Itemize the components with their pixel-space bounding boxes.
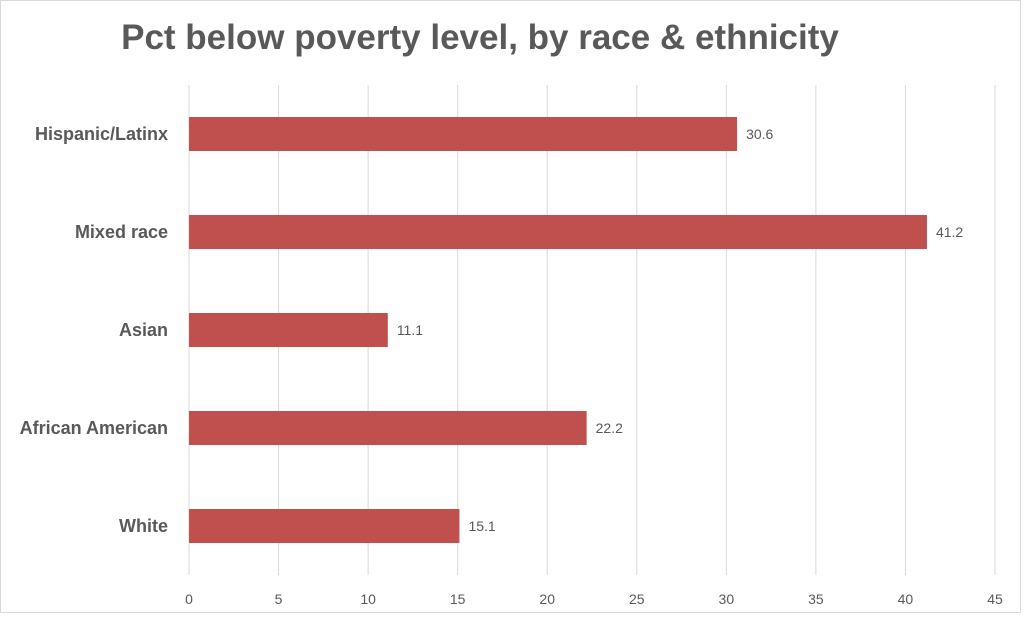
data-label: 30.6 [746, 126, 773, 142]
x-tick-label: 45 [987, 591, 1003, 607]
x-tick-label: 35 [808, 591, 824, 607]
bar [189, 215, 927, 249]
data-label: 41.2 [936, 224, 963, 240]
bar [189, 509, 460, 543]
x-tick-label: 10 [360, 591, 376, 607]
x-tick-label: 5 [275, 591, 283, 607]
y-category-label: Asian [119, 320, 168, 340]
data-label: 11.1 [397, 322, 423, 338]
x-tick-label: 40 [898, 591, 914, 607]
bar [189, 313, 388, 347]
x-tick-label: 25 [629, 591, 645, 607]
x-tick-label: 15 [450, 591, 466, 607]
x-tick-label: 20 [539, 591, 555, 607]
y-category-label: African American [20, 418, 168, 438]
data-label: 22.2 [596, 420, 623, 436]
y-category-label: White [119, 516, 168, 536]
x-tick-label: 30 [719, 591, 735, 607]
y-category-label: Hispanic/Latinx [35, 124, 168, 144]
bar [189, 117, 738, 151]
bar [189, 411, 587, 445]
chart-title: Pct below poverty level, by race & ethni… [121, 18, 839, 57]
data-label: 15.1 [468, 518, 495, 534]
y-category-label: Mixed race [75, 222, 168, 242]
x-tick-label: 0 [185, 591, 193, 607]
